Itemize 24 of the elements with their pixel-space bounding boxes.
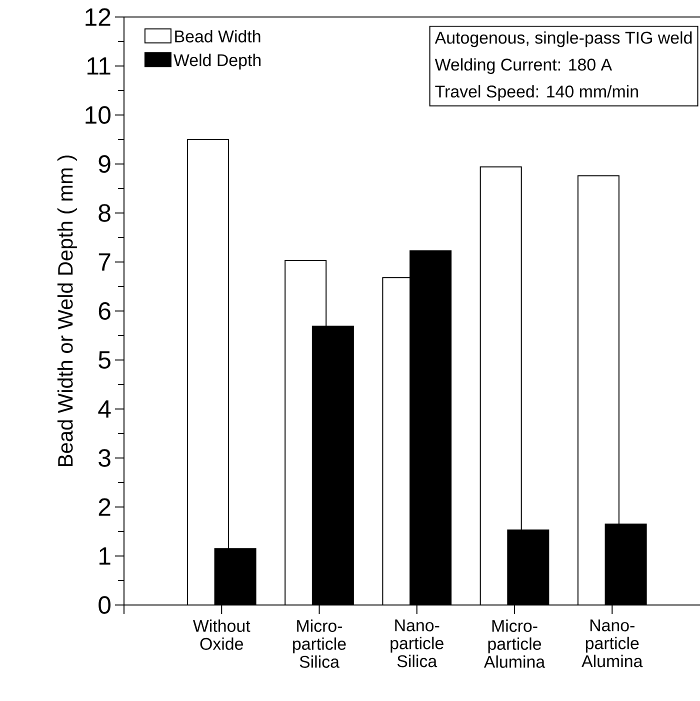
x-tick-label: Nano-particle Silica	[390, 620, 444, 668]
y-tick-label: 12	[86, 8, 110, 26]
y-tick-label: 7	[98, 253, 110, 271]
y-tick-label: 4	[98, 400, 111, 418]
y-tick-label: 11	[88, 57, 110, 75]
x-tick-label: Nano-particle Alumina	[582, 620, 643, 668]
y-tick-label: 0	[98, 596, 111, 614]
x-tick-label: Micro-particle Alumina	[484, 620, 546, 668]
y-tick-label: 9	[98, 155, 110, 173]
y-tick-label: 5	[98, 351, 110, 369]
y-tick-label: 6	[98, 302, 110, 320]
y-tick-label: 2	[98, 498, 110, 516]
y-axis-title: Bead Width or Weld Depth ( mm )	[57, 156, 77, 466]
legend-label: Weld Depth	[174, 54, 261, 70]
x-tick-label: Micro-particle Silica	[293, 620, 346, 668]
legend-label: Bead Width	[175, 30, 260, 42]
y-tick-label: 3	[98, 449, 110, 467]
y-tick-label: 1	[100, 547, 110, 565]
annotation: Autogenous, single-pass TIG weld	[434, 31, 692, 48]
y-tick-label: 10	[86, 106, 110, 124]
x-tick-label: Without Oxide	[192, 620, 250, 650]
annotation: Travel Speed: 140 mm/min	[435, 85, 638, 101]
annotation: Welding Current: 180 A	[434, 58, 612, 74]
y-tick-label: 8	[98, 204, 110, 222]
